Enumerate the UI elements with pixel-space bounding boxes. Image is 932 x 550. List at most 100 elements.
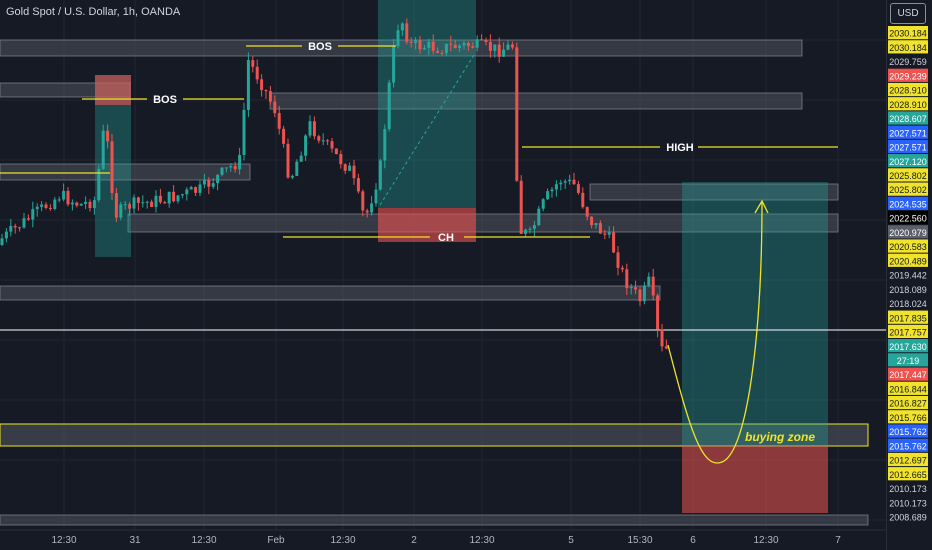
candle-body (497, 44, 501, 57)
price-label: 2025.802 (888, 168, 928, 182)
candle-body (374, 189, 378, 204)
buying-zone-label: buying zone (745, 430, 815, 444)
candle-body (268, 91, 272, 102)
candle-body (150, 201, 154, 207)
price-label: 2018.089 (888, 282, 928, 296)
candle-body (383, 129, 387, 161)
candle-body (537, 208, 541, 226)
candle-body (488, 41, 492, 51)
candle-body (185, 189, 189, 195)
candle-body (502, 49, 506, 57)
price-label: 2027.120 (888, 154, 928, 168)
candle-body (427, 41, 431, 48)
candle-body (242, 109, 246, 155)
candle-body (189, 187, 193, 190)
candle-body (392, 46, 396, 83)
zone-lower[interactable] (0, 285, 661, 301)
projection-arrowhead-icon (754, 199, 769, 214)
candle-body (475, 39, 479, 48)
time-tick-label: 2 (411, 535, 417, 546)
candle-body (132, 197, 136, 209)
svg-text:2017.757: 2017.757 (889, 328, 927, 338)
price-label: 2015.766 (888, 410, 928, 424)
candle-body (339, 154, 343, 165)
candle-body (92, 200, 96, 209)
candle-body (480, 39, 484, 41)
candle-body (422, 47, 426, 50)
candle-body (35, 206, 39, 210)
candle-body (273, 101, 277, 114)
candle-body (198, 184, 202, 193)
candle-body (370, 203, 374, 213)
candle-body (106, 130, 110, 142)
svg-text:2022.560: 2022.560 (889, 214, 927, 224)
candle-body (541, 199, 545, 209)
zone-middle[interactable] (127, 213, 839, 233)
zone-upper-mid[interactable] (269, 92, 803, 110)
candle-body (176, 195, 180, 202)
candle-body (277, 113, 281, 129)
candle-body (207, 179, 211, 187)
candle-body (361, 191, 365, 211)
candle-body (431, 41, 435, 51)
candle-body (603, 233, 607, 235)
time-tick-label: 5 (568, 535, 574, 546)
price-label: 27:19 (888, 353, 928, 367)
candle-body (343, 164, 347, 171)
candle-body (308, 121, 312, 136)
svg-text:2025.802: 2025.802 (889, 185, 927, 195)
candle-body (642, 285, 646, 302)
price-axis[interactable]: 2030.184 2030.184 2029.759 2029.239 2028.910… (888, 26, 928, 523)
price-label: 2025.802 (888, 182, 928, 196)
candle-body (128, 204, 132, 209)
green-box-target (682, 182, 828, 447)
candle-body (436, 50, 440, 53)
bos-label-top: BOS (308, 41, 332, 53)
candle-body (220, 167, 224, 175)
candle-body (251, 60, 255, 67)
time-tick-label: 12:30 (191, 535, 216, 546)
price-label: 2030.184 (888, 26, 928, 40)
time-axis[interactable] (0, 530, 886, 550)
candle-body (229, 166, 233, 168)
svg-text:2030.184: 2030.184 (889, 43, 927, 53)
svg-text:2012.697: 2012.697 (889, 456, 927, 466)
buying-zone-box[interactable] (0, 423, 869, 447)
ch-label: CH (438, 232, 454, 244)
candle-body (550, 189, 554, 192)
candle-body (444, 43, 448, 54)
svg-text:2027.571: 2027.571 (889, 128, 927, 138)
svg-text:2030.184: 2030.184 (889, 29, 927, 39)
zone-mid-right[interactable] (589, 183, 839, 201)
currency-button[interactable]: USD (890, 3, 926, 24)
candle-body (607, 232, 611, 235)
zone-mid-left[interactable] (0, 163, 251, 181)
candle-body (70, 202, 74, 205)
time-tick-label: 12:30 (753, 535, 778, 546)
svg-text:2027.571: 2027.571 (889, 143, 927, 153)
candle-body (26, 218, 30, 220)
candle-body (194, 187, 198, 193)
candle-body (634, 287, 638, 290)
candle-body (88, 201, 92, 209)
candle-body (515, 47, 519, 181)
price-label: 2017.835 (888, 310, 928, 324)
candle-body (290, 175, 294, 178)
zone-top[interactable] (0, 39, 803, 57)
price-label: 2020.979 (888, 225, 928, 239)
svg-text:2027.120: 2027.120 (889, 157, 927, 167)
candle-body (123, 204, 127, 206)
price-label: 2030.184 (888, 40, 928, 54)
svg-text:2010.173: 2010.173 (889, 484, 927, 494)
candle-body (581, 192, 585, 208)
svg-text:2008.689: 2008.689 (889, 513, 927, 523)
candle-body (348, 165, 352, 171)
candle-body (317, 136, 321, 141)
candle-body (304, 135, 308, 156)
candle-body (620, 267, 624, 270)
green-box-mid (378, 0, 476, 208)
candle-body (466, 42, 470, 47)
zone-bottom[interactable] (0, 514, 869, 526)
candle-body (286, 143, 290, 178)
